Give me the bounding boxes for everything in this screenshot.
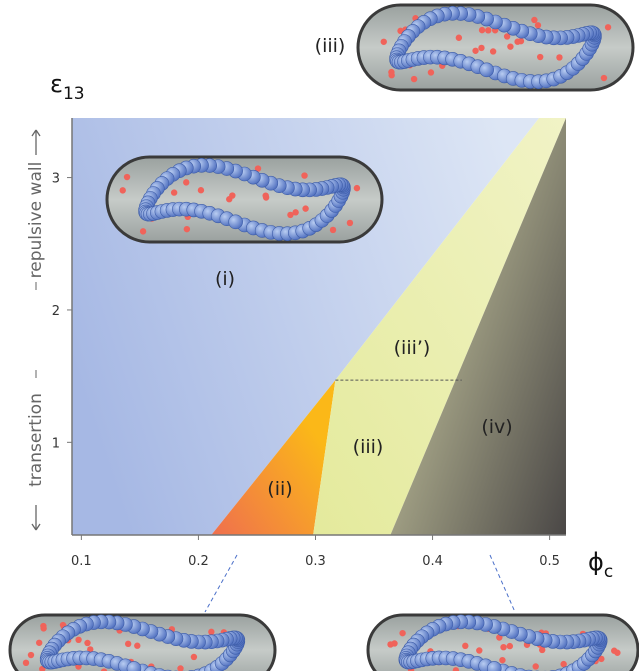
particle: [531, 17, 537, 23]
particle: [537, 54, 543, 60]
particle: [140, 228, 146, 234]
cell-illustration: [10, 615, 275, 671]
side-label: transertion repulsive wall: [26, 130, 46, 530]
particle: [171, 189, 177, 195]
y-tick-label: 1: [52, 436, 60, 451]
particle: [75, 637, 81, 643]
particle: [507, 643, 513, 649]
particle: [490, 48, 496, 54]
y-axis-label: ε13: [50, 70, 85, 104]
region-label: (iv): [481, 416, 512, 438]
particle: [479, 27, 485, 33]
particle: [381, 39, 387, 45]
x-tick-label: 0.2: [188, 554, 209, 569]
particle: [478, 45, 484, 51]
particle: [134, 643, 140, 649]
x-tick-label: 0.4: [422, 554, 443, 569]
particle: [499, 657, 505, 663]
x-tick-label: 0.3: [305, 554, 326, 569]
region-label: (iii): [353, 436, 384, 458]
particle: [411, 76, 417, 82]
particle: [485, 27, 491, 33]
particle: [347, 220, 353, 226]
particle: [533, 663, 539, 669]
particle: [556, 54, 562, 60]
x-axis-label-symbol: ϕ: [588, 548, 604, 576]
particle: [387, 641, 393, 647]
particle: [28, 652, 34, 658]
annotation: (iii’): [394, 337, 431, 359]
particle: [535, 22, 541, 28]
y-axis-label-symbol: ε: [50, 70, 63, 98]
side-label-low: transertion: [26, 393, 46, 487]
particle: [36, 640, 42, 646]
particle: [208, 629, 214, 635]
x-tick-label: 0.1: [71, 554, 92, 569]
cell-illustration: [368, 615, 638, 671]
particle: [124, 174, 130, 180]
particle: [456, 35, 462, 41]
particle: [462, 643, 468, 649]
region-label: (i): [215, 268, 235, 290]
particle: [399, 630, 405, 636]
inset-link: [205, 555, 237, 612]
inset-link: [490, 555, 515, 612]
bead: [229, 215, 243, 229]
particle: [330, 227, 336, 233]
particle: [23, 660, 29, 666]
particle: [472, 48, 478, 54]
side-label-high: repulsive wall: [26, 162, 46, 279]
x-tick-label: 0.5: [539, 554, 560, 569]
particle: [611, 648, 617, 654]
particle: [292, 209, 298, 215]
region-label: (ii): [267, 478, 292, 500]
particle: [354, 185, 360, 191]
x-axis-label: ϕc: [588, 548, 613, 582]
particle: [198, 187, 204, 193]
particle: [388, 72, 394, 78]
particle: [507, 43, 513, 49]
bead: [480, 63, 494, 77]
particle: [518, 38, 524, 44]
particle: [40, 625, 46, 631]
particle: [605, 24, 611, 30]
particle: [500, 644, 506, 650]
particle: [229, 192, 235, 198]
x-axis-label-subscript: c: [604, 562, 613, 582]
y-tick-label: 2: [52, 304, 60, 319]
particle: [560, 661, 566, 667]
particle: [125, 641, 131, 647]
particle: [184, 226, 190, 232]
particle: [263, 194, 269, 200]
chart: (i) (ii) (iii) (iv) (iii’) 0.1 0.2 0.3 0.4 0.5 1 2…: [0, 0, 639, 671]
particle: [476, 647, 482, 653]
particle: [120, 187, 126, 193]
particle: [601, 75, 607, 81]
particle: [183, 179, 189, 185]
particle: [302, 205, 308, 211]
inset-label: (iii): [315, 35, 346, 57]
particle: [191, 654, 197, 660]
particle: [301, 172, 307, 178]
cell-illustration: [107, 157, 382, 242]
y-axis-label-subscript: 13: [63, 84, 85, 104]
particle: [84, 640, 90, 646]
cell-illustration: [358, 5, 633, 90]
particle: [428, 69, 434, 75]
y-tick-label: 3: [52, 172, 60, 187]
